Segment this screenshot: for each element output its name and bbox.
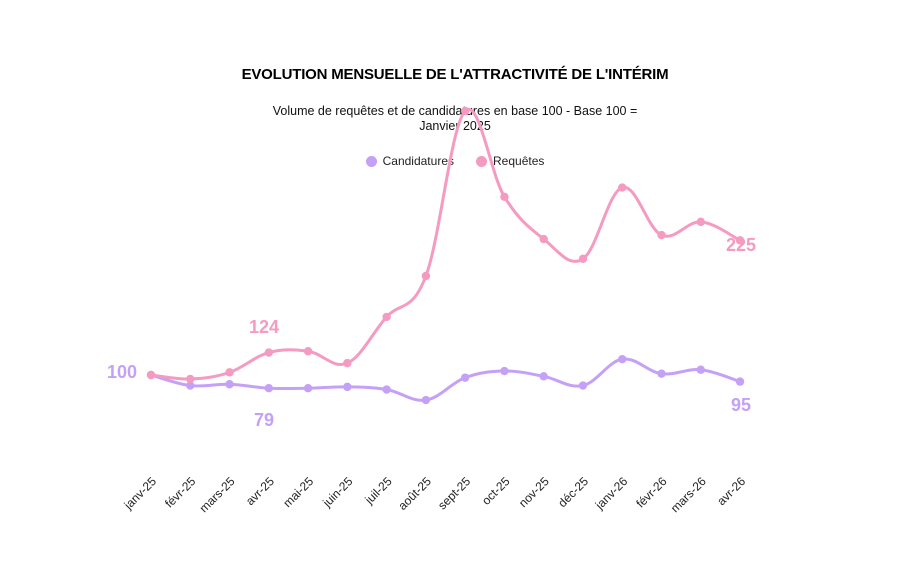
legend-item-requetes[interactable]: Requêtes [476, 154, 544, 168]
data-point-requetes[interactable] [343, 358, 352, 368]
x-tick-label: avr-26 [714, 474, 748, 508]
data-point-requetes[interactable] [539, 234, 548, 244]
chart-subtitle: Volume de requêtes et de candidatures en… [272, 104, 638, 133]
data-point-candidatures[interactable] [539, 372, 548, 381]
data-point-candidatures[interactable] [186, 381, 195, 390]
x-tick-label: janv-25 [121, 474, 160, 513]
data-point-requetes[interactable] [225, 368, 234, 377]
x-tick-label: févr-26 [633, 474, 670, 511]
data-point-requetes[interactable] [382, 312, 391, 322]
data-point-requetes[interactable] [303, 347, 313, 356]
x-tick-label: mars-26 [668, 474, 709, 515]
data-point-candidatures[interactable] [618, 354, 627, 364]
data-point-candidatures[interactable] [500, 366, 509, 376]
x-tick-label: juin-25 [319, 474, 355, 510]
data-point-candidatures[interactable] [735, 377, 745, 386]
series-line-requetes [149, 107, 742, 381]
x-tick-label: oct-25 [479, 474, 513, 508]
data-point-candidatures[interactable] [382, 385, 391, 394]
data-point-candidatures[interactable] [578, 381, 588, 390]
x-tick-label: mai-25 [280, 474, 316, 510]
legend-label-candidatures: Candidatures [382, 154, 454, 168]
x-tick-label: mars-25 [197, 474, 238, 515]
data-point-candidatures[interactable] [225, 380, 234, 389]
data-point-requetes[interactable] [146, 370, 156, 380]
series-line-candidatures [149, 357, 742, 402]
legend-item-candidatures[interactable]: Candidatures [365, 154, 454, 168]
data-point-requetes[interactable] [696, 217, 705, 227]
legend-swatch-candidatures [365, 155, 377, 167]
data-label: 225 [726, 235, 756, 255]
data-point-candidatures[interactable] [657, 369, 666, 378]
legend-label-requetes: Requêtes [493, 154, 545, 168]
data-point-requetes[interactable] [578, 254, 588, 264]
data-label: 95 [731, 395, 751, 415]
data-point-candidatures[interactable] [421, 395, 431, 405]
data-point-candidatures[interactable] [696, 365, 705, 374]
legend-swatch-requetes [476, 155, 487, 167]
data-label: 124 [249, 317, 279, 337]
data-point-candidatures[interactable] [460, 373, 470, 382]
data-point-requetes[interactable] [264, 348, 274, 357]
data-label: 100 [107, 362, 137, 382]
data-point-requetes[interactable] [657, 230, 666, 240]
data-point-requetes[interactable] [500, 192, 509, 201]
data-point-requetes[interactable] [186, 374, 195, 384]
x-tick-label: août-25 [395, 474, 434, 513]
data-label: 79 [254, 410, 274, 430]
data-point-candidatures[interactable] [303, 384, 313, 393]
data-point-candidatures[interactable] [264, 384, 274, 393]
x-tick-label: janv-26 [592, 474, 631, 513]
x-tick-label: juil-25 [361, 474, 394, 507]
chart-title: EVOLUTION MENSUELLE DE L'ATTRACTIVITÉ DE… [241, 66, 669, 83]
data-point-requetes[interactable] [460, 106, 470, 116]
data-point-requetes[interactable] [735, 236, 745, 245]
x-tick-label: déc-25 [555, 474, 591, 510]
chart-legend: Candidatures Requêtes [0, 154, 910, 168]
x-tick-label: sept-25 [435, 474, 473, 512]
x-tick-label: nov-25 [516, 474, 552, 510]
x-tick-label: avr-25 [243, 474, 277, 508]
data-point-candidatures[interactable] [343, 382, 352, 392]
data-point-requetes[interactable] [421, 271, 431, 281]
x-tick-label: févr-25 [162, 474, 199, 511]
data-point-requetes[interactable] [618, 183, 627, 192]
